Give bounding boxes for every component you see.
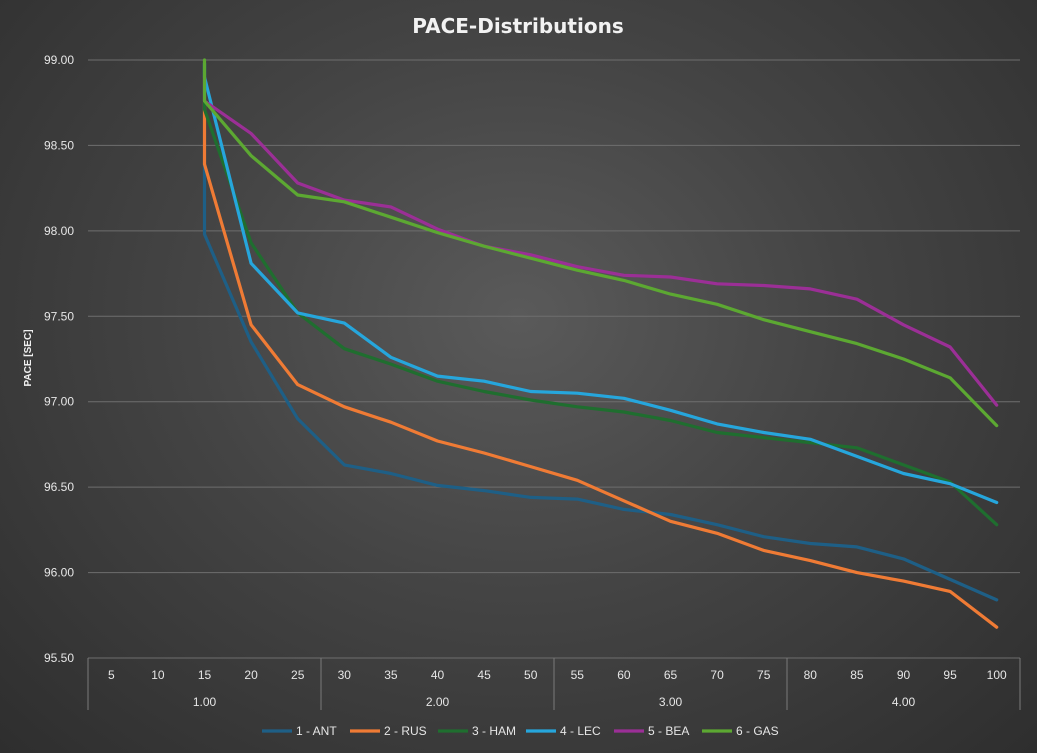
- y-tick-label: 98.50: [44, 138, 74, 152]
- legend-item: 6 - GAS: [702, 724, 779, 738]
- series-line-2: [202, 101, 999, 629]
- legend-item: 2 - RUS: [350, 724, 427, 738]
- legend-label: 1 - ANT: [296, 724, 337, 738]
- x-group-label: 4.00: [892, 695, 916, 709]
- x-tick-label: 50: [524, 668, 538, 682]
- y-tick-label: 99.00: [44, 53, 74, 67]
- x-tick-label: 45: [477, 668, 491, 682]
- x-tick-label: 20: [244, 668, 258, 682]
- legend-item: 4 - LEC: [526, 724, 601, 738]
- x-tick-label: 95: [943, 668, 957, 682]
- x-tick-label: 10: [151, 668, 165, 682]
- legend-label: 5 - BEA: [648, 724, 689, 738]
- legend-item: 5 - BEA: [614, 724, 689, 738]
- x-tick-label: 65: [664, 668, 678, 682]
- x-tick-label: 15: [198, 668, 212, 682]
- legend-label: 2 - RUS: [384, 724, 427, 738]
- legend-item: 1 - ANT: [262, 724, 337, 738]
- y-tick-label: 97.00: [44, 395, 74, 409]
- y-tick-label: 96.00: [44, 566, 74, 580]
- x-tick-label: 55: [571, 668, 585, 682]
- x-tick-label: 100: [987, 668, 1007, 682]
- x-tick-label: 70: [710, 668, 724, 682]
- x-tick-label: 5: [108, 668, 115, 682]
- series-line-3: [202, 61, 999, 527]
- legend-label: 6 - GAS: [736, 724, 779, 738]
- y-tick-labels: 95.50 96.00 96.50 97.00 97.50 98.00 98.50 99.00: [44, 53, 74, 665]
- x-tick-label: 85: [850, 668, 864, 682]
- x-tick-label: 80: [804, 668, 818, 682]
- y-tick-label: 95.50: [44, 651, 74, 665]
- x-axis: 5 10 15 20 25 30 35 40 45 50 55 60 65 70 75 80 85 90 95 100…: [87, 658, 1021, 710]
- series-line-5: [202, 75, 999, 407]
- gridlines: [88, 59, 1020, 659]
- legend-label: 3 - HAM: [472, 724, 516, 738]
- x-group-label: 3.00: [659, 695, 683, 709]
- legend: 1 - ANT 2 - RUS 3 - HAM 4 - LEC 5 - BEA 6 - G…: [262, 724, 779, 738]
- x-tick-label: 60: [617, 668, 631, 682]
- x-tick-label: 25: [291, 668, 305, 682]
- y-axis-label: PACE [SEC]: [23, 329, 34, 386]
- legend-item: 3 - HAM: [438, 724, 516, 738]
- legend-label: 4 - LEC: [560, 724, 601, 738]
- chart-title: PACE-Distributions: [412, 14, 623, 38]
- y-tick-label: 97.50: [44, 309, 74, 323]
- x-tick-label: 30: [338, 668, 352, 682]
- y-tick-label: 98.00: [44, 224, 74, 238]
- y-tick-label: 96.50: [44, 480, 74, 494]
- series-line-6: [202, 58, 999, 428]
- x-group-label: 1.00: [193, 695, 217, 709]
- x-tick-label: 40: [431, 668, 445, 682]
- series-line-4: [202, 61, 999, 505]
- series-lines: [202, 58, 999, 629]
- x-tick-label: 75: [757, 668, 771, 682]
- x-tick-label: 35: [384, 668, 398, 682]
- series-line-1: [202, 160, 999, 602]
- x-group-label: 2.00: [426, 695, 450, 709]
- x-tick-label: 90: [897, 668, 911, 682]
